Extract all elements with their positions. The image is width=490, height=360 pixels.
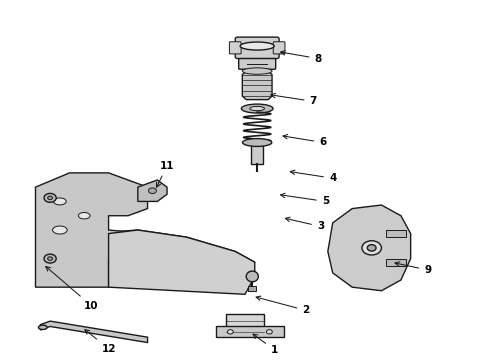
Polygon shape — [35, 173, 147, 287]
Ellipse shape — [368, 245, 376, 251]
Bar — [248, 287, 256, 291]
Text: 6: 6 — [283, 135, 326, 148]
Ellipse shape — [240, 42, 274, 50]
Ellipse shape — [38, 325, 47, 329]
Text: 4: 4 — [290, 170, 337, 183]
Ellipse shape — [243, 139, 272, 147]
Text: 10: 10 — [46, 266, 99, 311]
Text: 11: 11 — [156, 161, 174, 187]
Ellipse shape — [148, 188, 156, 194]
FancyBboxPatch shape — [273, 42, 285, 54]
Ellipse shape — [246, 271, 258, 282]
Bar — [225, 314, 265, 332]
Ellipse shape — [243, 68, 272, 74]
Polygon shape — [216, 327, 284, 337]
Text: 2: 2 — [256, 296, 310, 315]
FancyBboxPatch shape — [239, 59, 276, 69]
Bar — [386, 230, 406, 237]
Polygon shape — [109, 230, 255, 294]
Polygon shape — [328, 205, 411, 291]
Polygon shape — [243, 71, 272, 100]
FancyBboxPatch shape — [229, 42, 241, 54]
Polygon shape — [60, 230, 255, 287]
Ellipse shape — [250, 107, 265, 111]
Ellipse shape — [48, 257, 52, 260]
Ellipse shape — [52, 226, 67, 234]
Text: 9: 9 — [395, 262, 431, 275]
Ellipse shape — [362, 241, 381, 255]
Polygon shape — [138, 180, 167, 202]
Ellipse shape — [44, 254, 56, 263]
Text: 3: 3 — [285, 217, 324, 231]
Text: 1: 1 — [253, 334, 278, 355]
FancyBboxPatch shape — [235, 37, 279, 59]
Text: 7: 7 — [271, 93, 317, 107]
Bar — [251, 143, 263, 164]
Ellipse shape — [267, 330, 272, 334]
Text: 8: 8 — [281, 51, 322, 64]
Ellipse shape — [53, 198, 66, 205]
Ellipse shape — [78, 212, 90, 219]
Text: 12: 12 — [85, 330, 116, 354]
Ellipse shape — [242, 104, 273, 113]
Polygon shape — [40, 321, 147, 342]
Ellipse shape — [44, 193, 56, 202]
Ellipse shape — [48, 196, 52, 200]
Text: 5: 5 — [281, 193, 329, 206]
Bar — [386, 258, 406, 266]
Ellipse shape — [227, 330, 233, 334]
